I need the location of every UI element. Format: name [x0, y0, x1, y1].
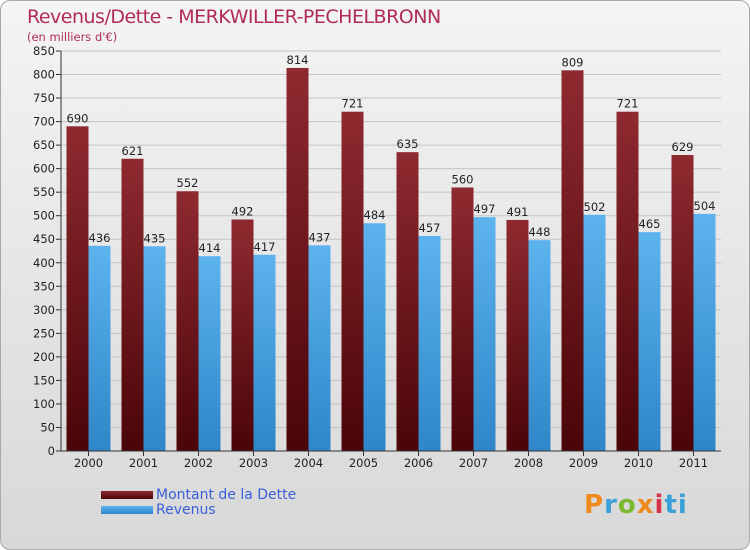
bar-debt: [231, 219, 254, 451]
data-label-revenus: 457: [419, 221, 441, 235]
data-label-debt: 552: [177, 176, 199, 190]
logo-letter: i: [654, 490, 665, 520]
bar-revenus: [418, 235, 441, 451]
data-label-revenus: 436: [89, 231, 111, 245]
y-tick-label: 500: [33, 209, 55, 223]
y-tick-label: 50: [40, 420, 55, 434]
bar-revenus: [253, 254, 276, 451]
x-tick-label: 2009: [569, 456, 598, 470]
x-tick-label: 2003: [239, 456, 268, 470]
data-label-revenus: 448: [529, 225, 551, 239]
x-tick-label: 2005: [349, 456, 378, 470]
bar-revenus: [363, 223, 386, 451]
y-tick-label: 300: [33, 303, 55, 317]
y-tick-label: 800: [33, 68, 55, 82]
data-label-debt: 690: [67, 111, 89, 125]
bar-debt: [66, 126, 89, 451]
legend-label-debt: Montant de la Dette: [156, 487, 297, 503]
bar-debt: [396, 152, 419, 452]
logo-letter: ti: [664, 490, 688, 520]
logo-letter: o: [617, 490, 637, 520]
bar-debt: [341, 111, 364, 452]
y-tick-label: 200: [33, 350, 55, 364]
data-label-revenus: 414: [199, 241, 221, 255]
x-tick-label: 2004: [294, 456, 323, 470]
data-label-revenus: 484: [364, 208, 386, 222]
legend-label-revenus: Revenus: [156, 502, 216, 518]
y-tick-label: 350: [33, 279, 55, 293]
bar-debt: [176, 191, 199, 451]
bar-revenus: [473, 217, 496, 451]
bar-revenus: [308, 245, 331, 451]
proxiti-logo: Proxiti: [584, 490, 688, 520]
logo-letter: r: [604, 490, 618, 520]
y-tick-label: 750: [33, 91, 55, 105]
legend-swatch-revenus: [101, 506, 153, 514]
data-label-debt: 492: [232, 204, 254, 218]
x-tick-label: 2011: [679, 456, 708, 470]
bar-debt: [616, 111, 639, 452]
data-label-revenus: 504: [694, 199, 716, 213]
data-label-revenus: 497: [474, 202, 496, 216]
data-label-debt: 809: [562, 55, 584, 69]
bar-debt: [671, 155, 694, 451]
data-label-debt: 814: [287, 53, 309, 67]
bar-revenus: [583, 214, 606, 451]
x-tick-label: 2000: [74, 456, 103, 470]
bar-debt: [451, 187, 474, 451]
x-tick-label: 2002: [184, 456, 213, 470]
legend-swatch-debt: [101, 491, 153, 499]
x-tick-label: 2007: [459, 456, 488, 470]
data-label-debt: 635: [397, 137, 419, 151]
y-tick-label: 450: [33, 232, 55, 246]
chart-subtitle: (en milliers d'€): [27, 30, 118, 44]
y-tick-label: 600: [33, 162, 55, 176]
bar-revenus: [198, 256, 221, 451]
bar-debt: [286, 67, 309, 452]
bar-revenus: [693, 213, 716, 451]
y-tick-label: 400: [33, 256, 55, 270]
data-label-revenus: 437: [309, 230, 331, 244]
chart-title: Revenus/Dette - MERKWILLER-PECHELBRONN: [27, 6, 441, 28]
data-label-debt: 721: [342, 97, 364, 111]
bar-revenus: [638, 232, 661, 451]
data-label-debt: 621: [122, 144, 144, 158]
data-label-revenus: 435: [144, 231, 166, 245]
x-tick-label: 2010: [624, 456, 653, 470]
y-tick-label: 100: [33, 397, 55, 411]
data-label-debt: 560: [452, 172, 474, 186]
y-tick-label: 700: [33, 115, 55, 129]
bar-revenus: [143, 246, 166, 451]
y-tick-label: 250: [33, 326, 55, 340]
y-tick-label: 150: [33, 373, 55, 387]
data-label-debt: 721: [617, 97, 639, 111]
logo-letter: P: [584, 490, 605, 520]
data-label-revenus: 417: [254, 240, 276, 254]
x-tick-label: 2008: [514, 456, 543, 470]
bar-revenus: [88, 245, 111, 451]
bar-debt: [121, 158, 144, 451]
data-label-revenus: 502: [584, 200, 606, 214]
data-label-revenus: 465: [639, 217, 661, 231]
bar-revenus: [528, 240, 551, 451]
data-label-debt: 491: [507, 205, 529, 219]
data-label-debt: 629: [672, 140, 694, 154]
logo-letter: x: [636, 490, 655, 520]
x-tick-label: 2001: [129, 456, 158, 470]
y-tick-label: 850: [33, 44, 55, 58]
bar-debt: [506, 219, 529, 451]
y-tick-label: 550: [33, 185, 55, 199]
y-tick-label: 650: [33, 138, 55, 152]
bar-debt: [561, 70, 584, 451]
x-tick-label: 2006: [404, 456, 433, 470]
y-tick-label: 0: [48, 444, 55, 458]
